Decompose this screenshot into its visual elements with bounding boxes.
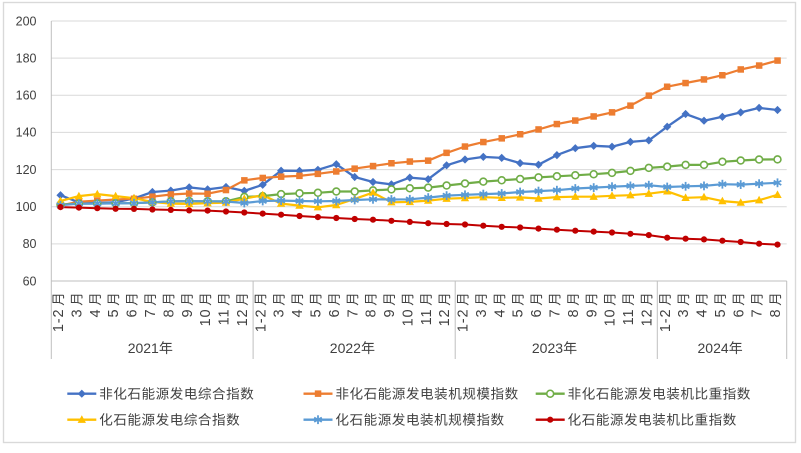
- svg-text:9: 9: [584, 309, 600, 318]
- svg-text:7: 7: [750, 309, 766, 318]
- svg-text:11: 11: [621, 309, 637, 326]
- svg-text:160: 160: [16, 89, 37, 103]
- svg-text:1-2: 1-2: [51, 309, 67, 333]
- svg-text:12: 12: [437, 309, 453, 327]
- svg-text:4: 4: [290, 309, 306, 318]
- svg-text:10: 10: [198, 309, 214, 327]
- svg-text:4: 4: [88, 309, 104, 318]
- svg-text:2021: 2021: [128, 340, 159, 356]
- svg-text:12: 12: [235, 309, 251, 327]
- svg-text:5: 5: [106, 309, 122, 318]
- svg-text:8: 8: [364, 309, 380, 318]
- svg-text:10: 10: [400, 309, 416, 327]
- svg-text:12: 12: [639, 309, 655, 327]
- svg-text:1-2: 1-2: [658, 309, 674, 333]
- svg-text:5: 5: [713, 309, 729, 318]
- svg-text:80: 80: [23, 237, 37, 251]
- svg-text:3: 3: [70, 309, 86, 318]
- svg-text:9: 9: [180, 309, 196, 318]
- svg-text:8: 8: [161, 309, 177, 318]
- svg-text:5: 5: [511, 309, 527, 318]
- svg-text:11: 11: [217, 309, 233, 326]
- svg-text:3: 3: [676, 309, 692, 318]
- svg-text:60: 60: [23, 274, 37, 288]
- svg-text:1-2: 1-2: [253, 309, 269, 333]
- svg-text:3: 3: [272, 309, 288, 318]
- svg-text:8: 8: [566, 309, 582, 318]
- svg-text:200: 200: [16, 14, 37, 28]
- svg-text:100: 100: [16, 200, 37, 214]
- svg-text:5: 5: [309, 309, 325, 318]
- svg-text:2023: 2023: [532, 340, 563, 356]
- svg-text:2024: 2024: [698, 340, 729, 356]
- svg-text:1-2: 1-2: [456, 309, 472, 333]
- svg-text:4: 4: [695, 309, 711, 318]
- svg-text:6: 6: [125, 309, 141, 318]
- svg-text:11: 11: [419, 309, 435, 326]
- svg-text:8: 8: [768, 309, 784, 318]
- svg-text:4: 4: [492, 309, 508, 318]
- svg-text:6: 6: [327, 309, 343, 318]
- svg-text:10: 10: [603, 309, 619, 327]
- svg-text:2022: 2022: [330, 340, 361, 356]
- svg-text:3: 3: [474, 309, 490, 318]
- svg-text:7: 7: [548, 309, 564, 318]
- svg-text:7: 7: [345, 309, 361, 318]
- svg-text:120: 120: [16, 163, 37, 177]
- svg-text:7: 7: [143, 309, 159, 318]
- svg-text:6: 6: [529, 309, 545, 318]
- svg-text:9: 9: [382, 309, 398, 318]
- svg-text:6: 6: [731, 309, 747, 318]
- svg-text:140: 140: [16, 126, 37, 140]
- svg-text:180: 180: [16, 51, 37, 65]
